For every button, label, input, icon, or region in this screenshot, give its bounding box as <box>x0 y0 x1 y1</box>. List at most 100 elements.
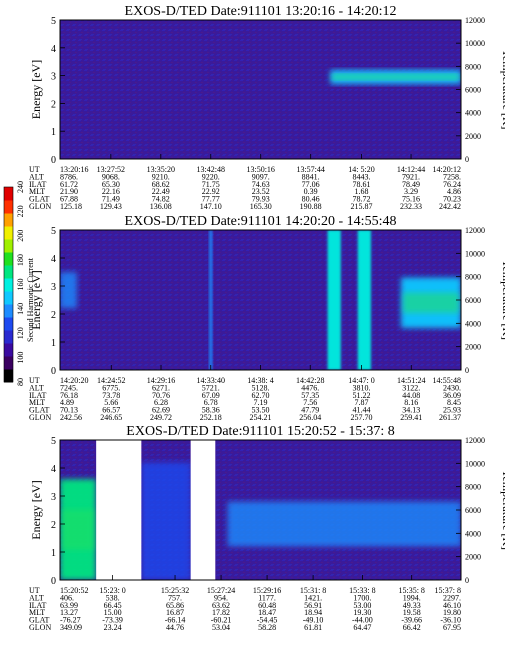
ephemeris-value: 6775. <box>102 383 120 392</box>
ephemeris-value: 257.70 <box>351 413 373 422</box>
ephemeris-value: 53.04 <box>212 623 230 632</box>
ephemeris-value: 5.66 <box>104 398 118 407</box>
ephemeris-value: 147.10 <box>200 202 222 211</box>
ephemeris-value: 9210. <box>152 172 170 181</box>
ephemeris-value: -54.45 <box>257 616 278 625</box>
ephemeris-value: 77.06 <box>302 180 320 189</box>
colorbar-tick-label: 140 <box>16 303 25 315</box>
y-tick-label: 0 <box>51 366 56 377</box>
ephemeris-value: 136.08 <box>150 202 172 211</box>
ephemeris-value: -60.21 <box>211 616 232 625</box>
colorbar-swatch <box>4 330 13 344</box>
ephemeris-value: 252.18 <box>200 413 222 422</box>
colorbar-swatch <box>4 252 13 266</box>
ephemeris-value: 13:35:20 <box>147 165 175 174</box>
y-tick-label: 2 <box>51 520 56 531</box>
ephemeris-row-label: MLT <box>29 608 45 617</box>
ephemeris-value: 74.63 <box>252 180 270 189</box>
colorbar-swatch <box>4 265 13 279</box>
colorbar-swatches <box>4 187 13 383</box>
ephemeris-value: 259.41 <box>400 413 422 422</box>
data-gap <box>96 440 142 580</box>
ephemeris-value: 36.09 <box>443 391 461 400</box>
y-right-tick-label: 0 <box>465 366 469 375</box>
ephemeris-value: 242.42 <box>439 202 461 211</box>
ephemeris-value: 23.52 <box>252 187 270 196</box>
ephemeris-value: -44.00 <box>352 616 373 625</box>
y-right-tick-label: 12000 <box>465 436 485 445</box>
ephemeris-row-label: GLAT <box>29 406 50 415</box>
ephemeris-value: 5721. <box>202 383 220 392</box>
spectrogram-texture <box>60 230 461 370</box>
ephemeris-value: 65.86 <box>166 601 184 610</box>
y-right-tick-label: 6000 <box>465 296 481 305</box>
ephemeris-value: -66.14 <box>165 616 186 625</box>
ephemeris-value: 232.33 <box>400 202 422 211</box>
y-tick-label: 2 <box>51 310 56 321</box>
ephemeris-value: 1177. <box>258 593 276 602</box>
colorbar-tick-label: 100 <box>16 352 25 364</box>
ephemeris-value: 14:55:48 <box>433 376 461 385</box>
y-right-tick-label: 10000 <box>465 459 485 468</box>
colorbar-swatch <box>4 317 13 331</box>
spectrogram-panel-3: EXOS-D/TED Date:911101 15:20:52 - 15:37:… <box>29 424 505 632</box>
spectrogram-feature-spike <box>357 230 371 370</box>
colorbar-swatch <box>4 369 13 383</box>
y-right-axis-label: Temperature [K] <box>500 49 505 129</box>
ephemeris-value: 23.24 <box>104 623 122 632</box>
y-right-tick-label: 12000 <box>465 16 485 25</box>
ephemeris-value: 538. <box>106 593 120 602</box>
ephemeris-value: 15:37: 8 <box>435 586 461 595</box>
ephemeris-value: 66.45 <box>104 601 122 610</box>
ephemeris-value: 8443. <box>353 172 371 181</box>
ephemeris-value: 47.79 <box>301 406 319 415</box>
ephemeris-value: 8786. <box>60 172 78 181</box>
ephemeris-value: 76.24 <box>443 180 461 189</box>
ephemeris-value: 125.18 <box>60 202 82 211</box>
ephemeris-value: 3122. <box>402 383 420 392</box>
ephemeris-value: 13.27 <box>60 608 78 617</box>
panel-title: EXOS-D/TED Date:911101 15:20:52 - 15:37:… <box>126 424 394 439</box>
ephemeris-value: 22.49 <box>152 187 170 196</box>
ephemeris-row-label: UT <box>29 165 40 174</box>
ephemeris-value: 14:33:40 <box>197 376 225 385</box>
ephemeris-value: 64.47 <box>353 623 371 632</box>
ephemeris-value: 67.09 <box>202 391 220 400</box>
ephemeris-value: 954. <box>214 593 228 602</box>
y-right-tick-label: 4000 <box>465 319 481 328</box>
spectrogram-texture <box>60 20 461 159</box>
spectrogram-feature-spike <box>208 230 213 370</box>
ephemeris-row-label: GLON <box>29 413 51 422</box>
y-axis-label: Energy [eV] <box>29 270 43 329</box>
colorbar-tick-label: 180 <box>16 254 25 266</box>
y-tick-label: 4 <box>51 464 56 475</box>
ephemeris-row-label: GLAT <box>29 195 50 204</box>
ephemeris-value: 53.50 <box>252 406 270 415</box>
ephemeris-row-label: ILAT <box>29 180 46 189</box>
ephemeris-value: 14:29:16 <box>147 376 175 385</box>
ephemeris-value: 21.90 <box>60 187 78 196</box>
ephemeris-value: 9097. <box>252 172 270 181</box>
ephemeris-value: 7.19 <box>254 398 268 407</box>
ephemeris-value: 78.61 <box>353 180 371 189</box>
panel-title: EXOS-D/TED Date:911101 14:20:20 - 14:55:… <box>125 214 397 229</box>
ephemeris-value: 13:57:44 <box>296 165 324 174</box>
ephemeris-value: 190.88 <box>300 202 322 211</box>
ephemeris-value: 8841. <box>302 172 320 181</box>
ephemeris-value: 3810. <box>353 383 371 392</box>
ephemeris-value: 15:20:52 <box>60 586 88 595</box>
spectrogram-panel-1: EXOS-D/TED Date:911101 13:20:16 - 14:20:… <box>29 4 505 211</box>
ephemeris-row-label: UT <box>29 376 40 385</box>
ephemeris-value: 63.99 <box>60 601 78 610</box>
colorbar-swatch <box>4 226 13 240</box>
spectrogram-feature-band <box>227 501 461 547</box>
ephemeris-value: 7921. <box>402 172 420 181</box>
